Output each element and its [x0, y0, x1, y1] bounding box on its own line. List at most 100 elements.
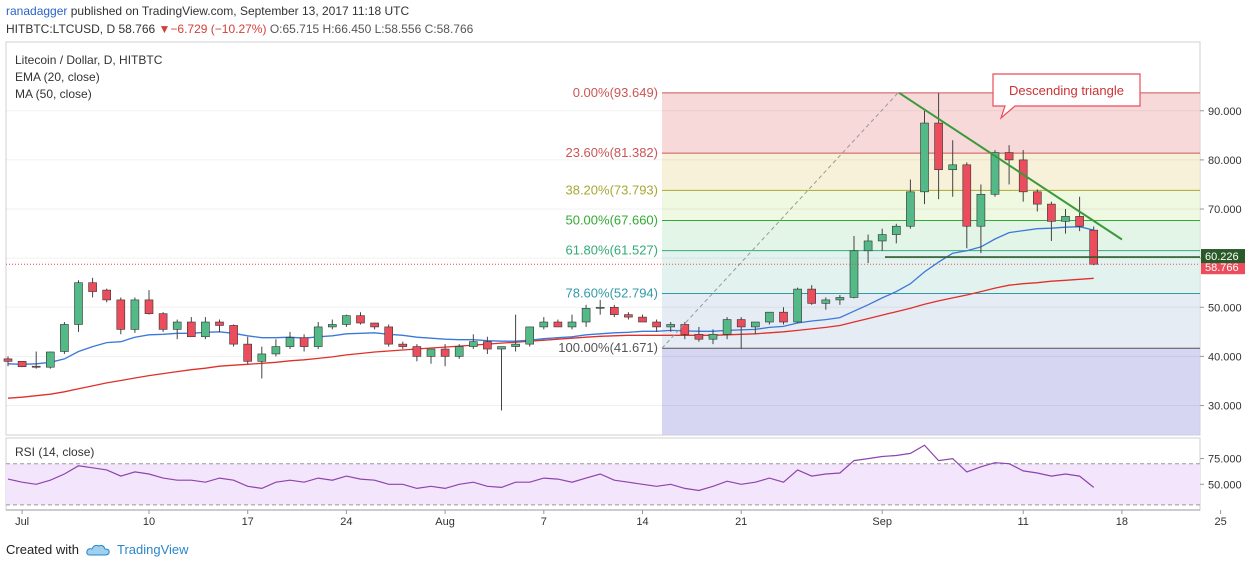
rsi-line: [7, 444, 1095, 492]
candle-body: [144, 299, 154, 314]
candle-body: [271, 346, 281, 355]
candle-body: [1047, 203, 1056, 222]
candle-body: [962, 164, 972, 227]
candle-body: [835, 297, 845, 301]
x-tick-label: 21: [735, 516, 747, 528]
fib-label-4: 61.80%(61.527): [565, 243, 658, 258]
tradingview-brand-link[interactable]: TradingView: [116, 542, 189, 557]
legend-ema: EMA (20, close): [15, 70, 100, 84]
candle-body: [116, 299, 126, 330]
candle-body: [807, 288, 817, 304]
candle-body: [920, 122, 929, 193]
candle-body: [17, 361, 27, 368]
rsi-legend: RSI (14, close): [15, 445, 94, 459]
candle-body: [1061, 216, 1070, 222]
candle-body: [172, 321, 182, 330]
x-tick-label: 14: [636, 516, 648, 528]
candle-body: [722, 319, 732, 335]
descending-trendline: [898, 92, 1123, 241]
candle-body: [384, 326, 394, 345]
candles: [3, 93, 1098, 411]
candle-body: [497, 346, 506, 350]
candle-body: [877, 234, 887, 242]
candle-body: [511, 343, 520, 347]
y-tick-label: 50.000: [1208, 302, 1242, 314]
drawings[interactable]: Descending triangle: [6, 73, 1200, 349]
candle-body: [31, 365, 41, 368]
annotation-text: Descending triangle: [1009, 83, 1124, 98]
candle-body: [440, 348, 450, 357]
fib-label-2: 38.20%(73.793): [565, 182, 658, 197]
candle-body: [201, 321, 210, 338]
fib-label-5: 78.60%(52.794): [565, 286, 658, 301]
candle-body: [525, 326, 535, 345]
fib-label-3: 50.00%(67.660): [565, 213, 658, 228]
candle-body: [891, 225, 901, 235]
footer: Created with TradingView: [6, 542, 189, 557]
candle-body: [934, 122, 943, 171]
annotation-callout: [992, 73, 1141, 120]
rsi-pane[interactable]: 75.000 50.000: [5, 437, 1242, 511]
ma50-line: [7, 277, 1094, 399]
candle-body: [553, 321, 563, 328]
candle-body: [130, 299, 140, 330]
candle-body: [779, 311, 788, 323]
x-tick-label: 11: [1017, 516, 1028, 528]
fib-label-0: 0.00%(93.649): [573, 85, 658, 100]
candle-body: [342, 315, 351, 325]
time-axis[interactable]: Jul 10 17 24 Aug 7 14 21 Sep 11 18 25: [6, 509, 1227, 528]
candle-body: [243, 343, 252, 362]
candle-body: [102, 289, 111, 301]
candle-body: [1089, 229, 1098, 265]
candle-body: [356, 315, 365, 324]
y-tick-label: 40.000: [1208, 351, 1242, 363]
candle-body: [299, 337, 309, 347]
candle-body: [736, 319, 746, 328]
rsi-band: [6, 463, 1200, 505]
candle-body: [821, 299, 831, 304]
y-tick-label: 90.000: [1208, 106, 1242, 118]
candle-body: [483, 341, 492, 350]
x-tick-label: Jul: [15, 516, 29, 528]
fibonacci-retracement[interactable]: 0.00%(93.649) 23.60%(81.382) 38.20%(73.793…: [558, 85, 1200, 435]
candle-body: [863, 240, 873, 252]
x-tick-label: 17: [242, 516, 254, 528]
candle-body: [750, 321, 760, 328]
price-axis[interactable]: 30.00040.00050.00060.00070.00080.00090.0…: [1200, 106, 1245, 413]
support-price-label: 60.226: [1205, 251, 1239, 263]
y-tick-label: 30.000: [1208, 401, 1242, 413]
candle-body: [652, 321, 661, 328]
candle-body: [74, 282, 83, 325]
candle-body: [680, 324, 690, 335]
x-tick-label: 24: [340, 516, 352, 528]
price-change: −6.729 (−10.27%): [170, 22, 267, 36]
price-chart[interactable]: 0.00%(93.649) 23.60%(81.382) 38.20%(73.793…: [0, 40, 1258, 540]
rsi-tick-label: 75.000: [1208, 454, 1242, 466]
support-price-tag: [1201, 249, 1245, 264]
y-tick-label: 70.000: [1208, 204, 1242, 216]
candle-body: [906, 191, 915, 227]
x-tick-label: 25: [1214, 516, 1226, 528]
candle-body: [539, 321, 549, 328]
rsi-tick-label: 50.000: [1208, 479, 1242, 491]
candle-body: [708, 333, 718, 340]
candle-body: [327, 324, 337, 328]
fib-label-6: 100.00%(41.671): [558, 340, 658, 355]
candle-body: [1033, 191, 1042, 205]
fib-zone-2: [662, 190, 1200, 221]
y-tick-label: 80.000: [1208, 155, 1242, 167]
x-tick-label: 18: [1116, 516, 1128, 528]
candle-body: [454, 346, 464, 357]
candle-body: [426, 348, 436, 357]
down-arrow-icon: ▼: [158, 22, 171, 36]
candle-body: [609, 306, 619, 315]
symbol-line: HITBTC:LTCUSD, D: [6, 22, 116, 36]
candle-body: [257, 353, 267, 362]
x-tick-label: 10: [143, 516, 155, 528]
candle-body: [849, 250, 859, 298]
fib-label-1: 23.60%(81.382): [565, 145, 658, 160]
candle-body: [3, 358, 13, 362]
author-link[interactable]: ranadagger: [6, 4, 68, 18]
candle-body: [398, 343, 408, 347]
candle-body: [370, 322, 379, 328]
